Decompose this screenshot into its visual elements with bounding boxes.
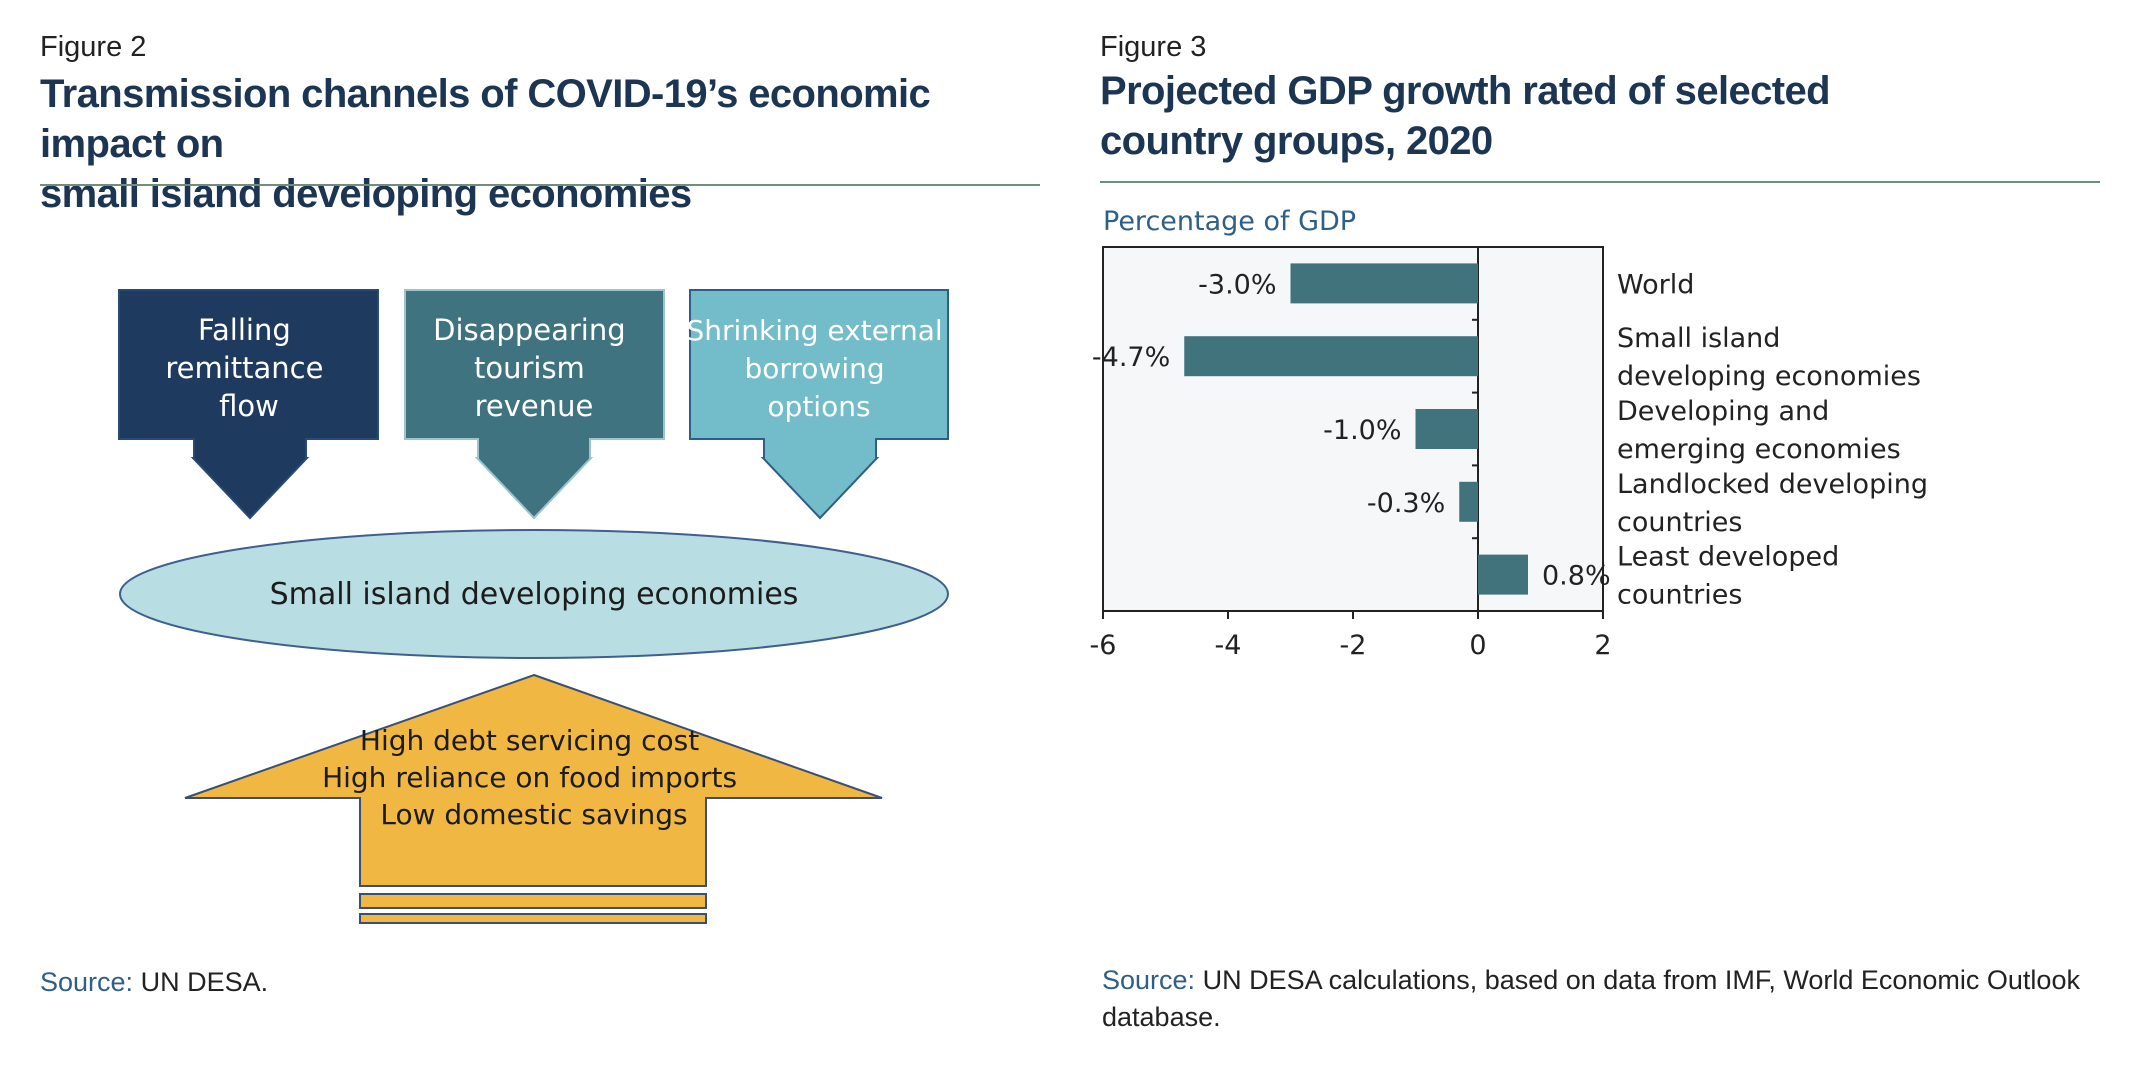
vulnerability-arrow-group: High debt servicing cost High reliance o…	[184, 673, 883, 924]
channel-remittance-line-2: remittance	[165, 351, 323, 385]
channel-arrow-borrowing	[689, 289, 949, 520]
channel-box-tourism: Disappearing tourism revenue	[404, 289, 665, 520]
figure-3-label: Figure 3	[1100, 31, 1207, 63]
figure-2-panel: Figure 2 Transmission channels of COVID-…	[40, 31, 1060, 1001]
bar	[1415, 409, 1478, 449]
data-label: -4.7%	[1092, 342, 1170, 373]
data-label: -0.3%	[1367, 488, 1445, 519]
x-tick-label: 2	[1594, 630, 1611, 661]
vulnerability-line-1: High debt servicing cost	[360, 724, 699, 757]
x-tick-label: -4	[1215, 630, 1242, 661]
figure-2-source: Source: UN DESA.	[40, 964, 268, 1001]
figure-2-label: Figure 2	[40, 31, 147, 63]
chart-plot: -6 -4 -2 0 2 -3.0% World -4.7% Small island devel…	[1090, 246, 1928, 661]
data-label: 0.8%	[1542, 561, 1611, 592]
category-label: World	[1617, 269, 1694, 300]
channel-remittance-line-1: Falling	[198, 313, 291, 347]
channel-arrow-tourism	[404, 289, 665, 520]
category-label: countries	[1617, 580, 1742, 611]
category-label: developing economies	[1617, 361, 1921, 392]
arrow-base-bar-1	[359, 893, 707, 909]
category-label: emerging economies	[1617, 434, 1901, 465]
channel-remittance-line-3: flow	[219, 389, 279, 423]
category-label: Least developed	[1617, 542, 1839, 573]
channel-tourism-line-3: revenue	[475, 389, 594, 423]
figure-2-source-text: UN DESA.	[140, 967, 269, 997]
svg-text:Shrinking external bor: Shrinking external borrowing options	[686, 314, 951, 423]
transmission-diagram: Falling remittance flow Disappearing tou…	[118, 289, 951, 924]
figure-2-title: Transmission channels of COVID-19’s econ…	[40, 69, 1060, 219]
sids-ellipse-label: Small island developing economies	[270, 577, 799, 612]
x-tick-label: -2	[1340, 630, 1367, 661]
figure-3-source: Source: UN DESA calculations, based on d…	[1102, 962, 2132, 1036]
category-label: countries	[1617, 507, 1742, 538]
figure-2-title-rule	[40, 184, 1040, 186]
sids-ellipse-group: Small island developing economies	[119, 529, 949, 659]
figure-3-source-label: Source:	[1102, 965, 1196, 995]
plot-area	[1102, 246, 1604, 612]
channel-borrowing-line-1: Shrinking external	[686, 314, 942, 347]
x-tick-label: 0	[1469, 630, 1486, 661]
channel-borrowing-line-2: borrowing	[744, 352, 884, 385]
svg-text:High debt servicing cost: High debt servicing cost High reliance o…	[322, 724, 746, 831]
channel-tourism-line-2: tourism	[474, 351, 585, 385]
figure-3-title-line-1: Projected GDP growth rated of selected	[1100, 69, 1831, 113]
data-label: -1.0%	[1323, 415, 1401, 446]
vulnerability-line-3: Low domestic savings	[380, 798, 687, 831]
svg-text:Disappearing tourism: Disappearing tourism revenue	[433, 313, 635, 423]
vulnerability-arrow	[184, 673, 883, 887]
figure-3-source-text-2: database.	[1102, 1002, 1221, 1032]
chart-ylabel: Percentage of GDP	[1103, 206, 1356, 237]
svg-text:Falling remittance: Falling remittance flow	[165, 313, 332, 423]
bar	[1478, 554, 1528, 595]
data-label: -3.0%	[1198, 269, 1276, 300]
figure-2-title-line-1: Transmission channels of COVID-19’s econ…	[40, 72, 931, 166]
figure-3-panel: Figure 3 Projected GDP growth rated of s…	[1071, 0, 2142, 1068]
figure-2-source-label: Source:	[40, 967, 134, 997]
x-tick-label: -6	[1090, 630, 1117, 661]
figure-3-source-text-1: UN DESA calculations, based on data from…	[1202, 965, 2080, 995]
category-label: Developing and	[1617, 396, 1829, 427]
sids-ellipse	[119, 529, 949, 659]
category-label: Small island	[1617, 323, 1780, 354]
bar	[1290, 263, 1478, 304]
channel-tourism-line-1: Disappearing	[433, 313, 625, 347]
category-label: Landlocked developing	[1617, 469, 1928, 500]
channel-box-remittance: Falling remittance flow	[118, 289, 379, 520]
figure-3-title-rule	[1100, 181, 2100, 183]
vulnerability-line-2: High reliance on food imports	[322, 761, 737, 794]
channel-box-borrowing: Shrinking external borrowing options	[686, 289, 951, 520]
bar	[1184, 336, 1478, 377]
figure-2-title-line-2: small island developing economies	[40, 172, 692, 216]
channel-arrow-remittance	[118, 289, 379, 520]
arrow-base-bar-2	[359, 913, 707, 924]
channel-borrowing-line-3: options	[767, 390, 870, 423]
bar	[1459, 481, 1478, 522]
gdp-growth-chart: Percentage of GDP -6 -4 -2 0 2 -3.0% World -4.7…	[1090, 206, 1928, 661]
figure-3-title: Projected GDP growth rated of selected c…	[1100, 66, 2120, 166]
figure-3-title-line-2: country groups, 2020	[1100, 119, 1493, 163]
